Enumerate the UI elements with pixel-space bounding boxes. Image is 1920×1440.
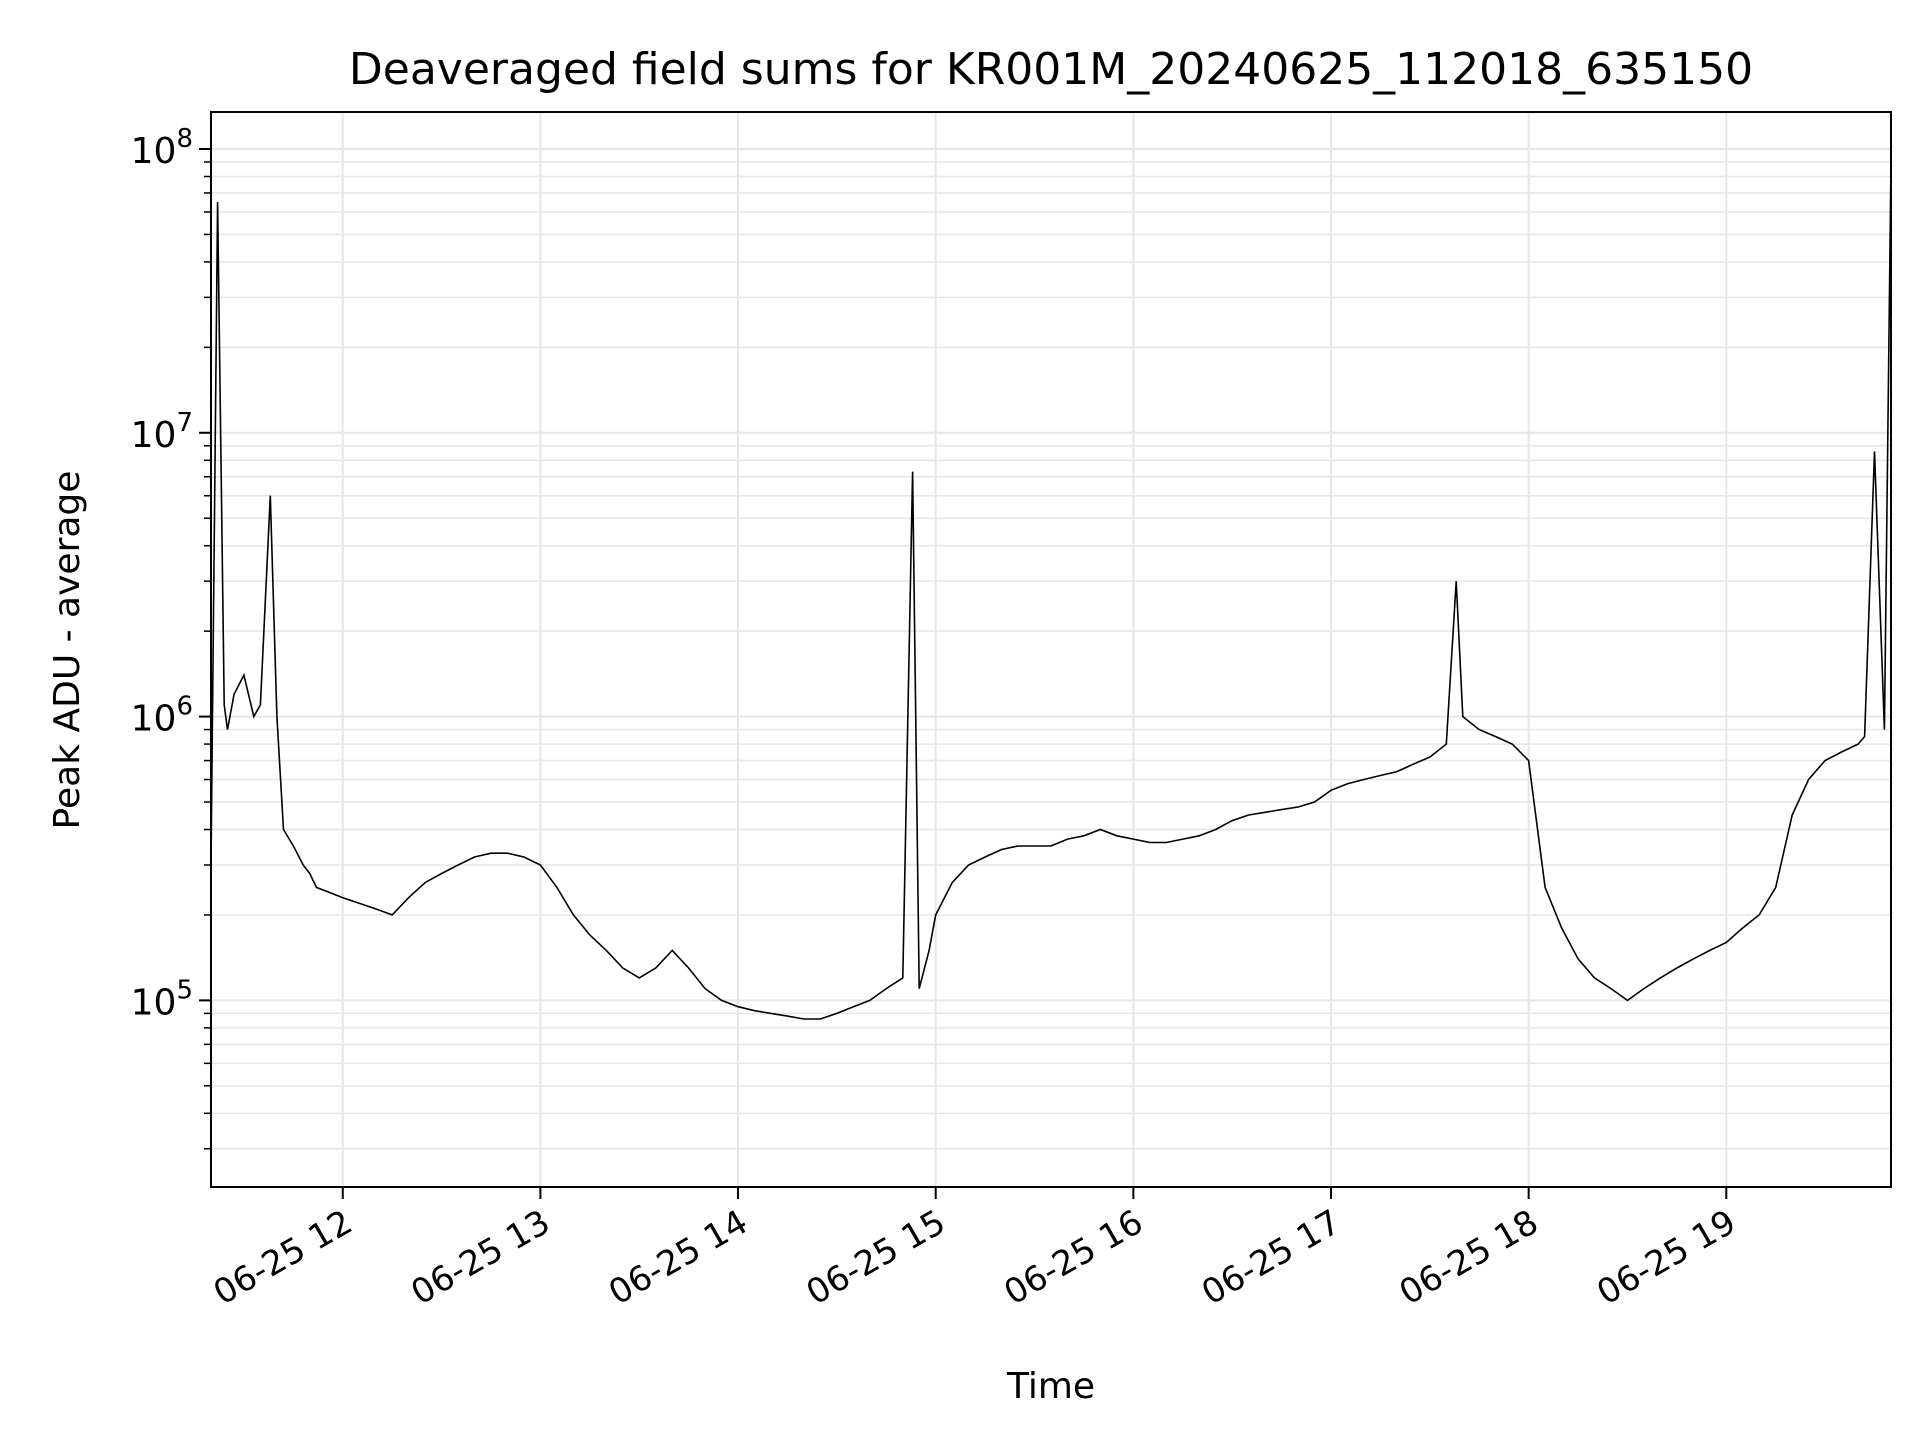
chart-title: Deaveraged field sums for KR001M_2024062… xyxy=(349,44,1753,95)
y-axis: 105 106 107 108 xyxy=(131,124,211,1150)
y-tick-label: 106 xyxy=(131,692,193,740)
y-tick-label: 108 xyxy=(131,124,193,172)
x-axis-label: Time xyxy=(1006,1366,1095,1407)
grid xyxy=(211,112,1891,1187)
series-layer xyxy=(210,161,1892,1020)
y-axis-label: Peak ADU - average xyxy=(47,471,88,830)
series-line xyxy=(210,161,1892,1020)
y-tick-label: 105 xyxy=(131,975,193,1023)
plot-frame xyxy=(210,111,1892,1188)
y-tick-label: 107 xyxy=(131,408,193,456)
